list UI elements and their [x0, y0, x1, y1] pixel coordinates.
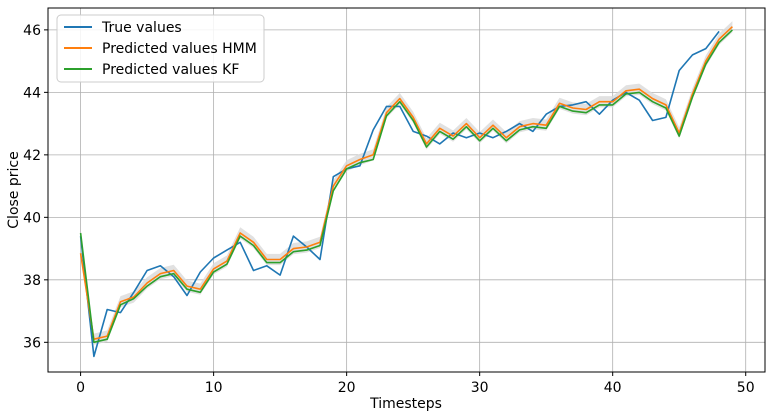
x-tick-label: 10: [205, 380, 223, 396]
y-tick-label: 38: [23, 273, 41, 289]
series-layer: [79, 26, 733, 358]
legend-box: [56, 14, 265, 83]
y-tick-label: 46: [23, 23, 41, 39]
y-tick-label: 44: [23, 85, 41, 101]
legend-label: True values: [101, 20, 182, 36]
x-axis-label: Timesteps: [369, 396, 442, 412]
legend-label: Predicted values HMM: [102, 41, 257, 57]
confidence-band-layer: [80, 21, 733, 345]
y-tick-label: 36: [23, 335, 41, 351]
x-tick-label: 0: [76, 380, 85, 396]
legend: True values Predicted values HMM Predicted…: [56, 14, 265, 83]
y-tick-label: 40: [23, 210, 41, 226]
confidence-band: [80, 21, 733, 345]
x-tick-label: 30: [471, 380, 489, 396]
x-tick-label: 40: [604, 380, 622, 396]
y-axis-label: Close price: [6, 151, 22, 228]
x-tick-label: 20: [338, 380, 356, 396]
series-line-1: [79, 30, 720, 358]
plot-frame: [47, 7, 766, 373]
series-line-3: [79, 29, 733, 344]
y-tick-label: 42: [23, 148, 41, 164]
series-line-2: [79, 26, 733, 341]
legend-label: Predicted values KF: [102, 62, 239, 78]
axis-ticks: 0 10 20 30 40 50 36 38 40 42 44 46: [23, 23, 754, 396]
x-tick-label: 50: [737, 380, 755, 396]
